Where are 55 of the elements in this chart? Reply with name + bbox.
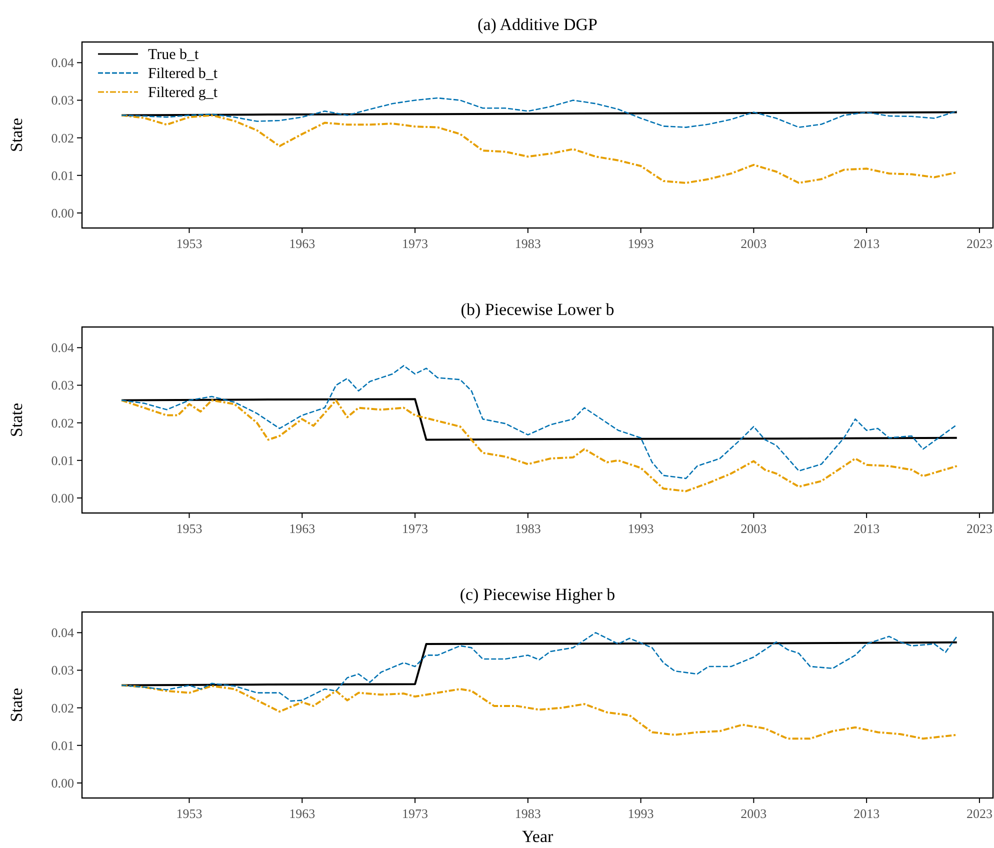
chart-title: (c) Piecewise Higher b xyxy=(460,585,616,604)
x-tick-label: 1983 xyxy=(514,236,541,251)
y-tick-label: 0.00 xyxy=(51,775,74,790)
x-tick-label: 1993 xyxy=(628,521,654,536)
chart-title: (b) Piecewise Lower b xyxy=(460,300,614,319)
line-series xyxy=(120,632,958,702)
y-tick-label: 0.02 xyxy=(51,700,74,716)
x-tick-label: 2003 xyxy=(740,521,767,536)
y-tick-label: 0.02 xyxy=(51,130,74,146)
legend-label: True b_t xyxy=(148,47,200,63)
legend-label: Filtered b_t xyxy=(148,66,218,82)
y-axis-title: State xyxy=(7,403,26,437)
y-tick-label: 0.04 xyxy=(51,340,74,356)
x-tick-label: 1993 xyxy=(628,236,654,251)
x-tick-label: 2003 xyxy=(740,236,767,251)
x-tick-label: 2013 xyxy=(854,236,880,251)
y-tick-label: 0.03 xyxy=(51,378,74,393)
x-tick-label: 1953 xyxy=(176,236,202,251)
y-tick-label: 0.01 xyxy=(51,168,74,183)
x-tick-label: 1973 xyxy=(402,521,428,536)
x-tick-label: 1953 xyxy=(176,521,202,536)
line-series xyxy=(120,684,958,740)
y-tick-label: 0.00 xyxy=(51,205,74,220)
x-tick-label: 1963 xyxy=(289,806,316,821)
y-tick-label: 0.04 xyxy=(51,55,74,70)
y-tick-label: 0.01 xyxy=(51,738,74,753)
x-tick-label: 2023 xyxy=(966,806,992,821)
y-tick-label: 0.04 xyxy=(51,625,74,640)
x-tick-label: 2013 xyxy=(854,521,880,536)
y-tick-label: 0.03 xyxy=(51,662,74,678)
line-series xyxy=(120,398,958,441)
x-tick-label: 2003 xyxy=(740,806,767,821)
x-tick-label: 1993 xyxy=(628,806,654,821)
chart-title: (a) Additive DGP xyxy=(478,15,598,34)
x-tick-label: 1983 xyxy=(514,521,541,536)
y-tick-label: 0.00 xyxy=(51,490,74,506)
x-axis-title: Year xyxy=(522,827,554,846)
y-tick-label: 0.01 xyxy=(51,452,74,468)
x-tick-label: 1963 xyxy=(289,236,316,251)
x-tick-label: 2023 xyxy=(966,521,992,536)
x-tick-label: 1973 xyxy=(402,806,428,821)
line-series xyxy=(120,399,958,492)
x-tick-label: 1963 xyxy=(289,521,316,536)
y-axis-title: State xyxy=(7,118,26,152)
x-tick-label: 2013 xyxy=(854,806,880,821)
line-series xyxy=(120,114,958,184)
x-tick-label: 1983 xyxy=(514,806,541,821)
y-tick-label: 0.03 xyxy=(51,92,74,108)
x-tick-label: 2023 xyxy=(966,236,992,251)
legend-label: Filtered g_t xyxy=(148,85,218,101)
x-tick-label: 1973 xyxy=(402,236,428,251)
line-series xyxy=(120,365,958,480)
y-tick-label: 0.02 xyxy=(51,415,74,430)
y-axis-title: State xyxy=(7,688,26,722)
x-tick-label: 1953 xyxy=(176,806,202,821)
